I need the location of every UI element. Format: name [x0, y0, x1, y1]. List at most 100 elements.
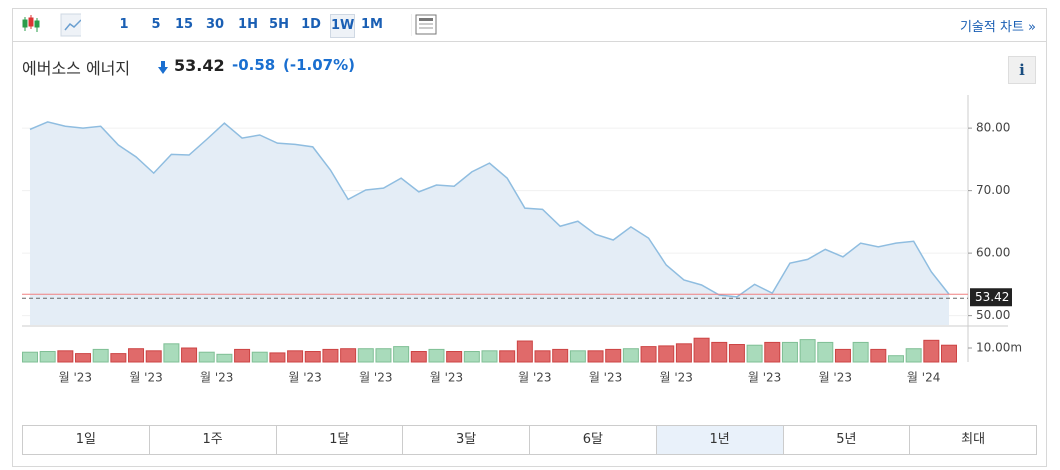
y-tick-label: 50.00	[976, 308, 1010, 322]
chart: 80.0070.0060.0050.0010.00mInvesting.com5…	[22, 95, 1022, 385]
volume-bar	[92, 348, 109, 363]
volume-bar	[322, 348, 339, 363]
interval-button[interactable]: 1	[119, 17, 129, 32]
range-button[interactable]: 1일	[23, 426, 150, 454]
volume-bar	[234, 348, 251, 363]
volume-bar	[145, 350, 162, 363]
range-button[interactable]: 1달	[277, 426, 404, 454]
volume-bar	[357, 348, 374, 363]
price-line	[29, 121, 950, 298]
volume-bar	[569, 350, 586, 363]
y-tick-label: 80.00	[976, 121, 1010, 135]
volume-bar	[905, 348, 922, 363]
volume-bar	[375, 348, 392, 363]
volume-bar	[39, 351, 56, 363]
interval-button[interactable]: 30	[205, 17, 225, 32]
volume-bar	[622, 348, 639, 363]
x-tick-label: 월 '23	[748, 371, 781, 385]
volume-bar	[817, 341, 834, 363]
layout-icon[interactable]	[411, 9, 441, 41]
x-tick-label: 월 '23	[288, 371, 321, 385]
interval-button[interactable]: 1D	[301, 17, 321, 32]
range-button[interactable]: 5년	[784, 426, 911, 454]
volume-bar	[340, 348, 357, 363]
x-tick-label: 월 '23	[200, 371, 233, 385]
interval-button[interactable]: 1M	[361, 17, 383, 32]
volume-bar	[163, 343, 180, 363]
x-tick-label: 월 '23	[59, 371, 92, 385]
info-button[interactable]: i	[1008, 56, 1036, 84]
volume-bar	[428, 348, 445, 363]
volume-bar	[534, 350, 551, 363]
change-percent: (-1.07%)	[283, 56, 355, 74]
volume-bar	[446, 351, 463, 363]
volume-bar	[675, 343, 692, 363]
down-arrow	[158, 61, 168, 74]
volume-bar	[304, 351, 321, 363]
range-button[interactable]: 3달	[403, 426, 530, 454]
x-tick-label: 월 '24	[907, 371, 940, 385]
volume-bar	[587, 350, 604, 363]
change: -0.58	[232, 56, 276, 74]
volume-bar	[251, 351, 268, 363]
range-button[interactable]: 6달	[530, 426, 657, 454]
interval-button[interactable]: 15	[174, 17, 194, 32]
volume-bar	[198, 351, 215, 363]
last-price-label: 53.42	[975, 290, 1009, 304]
x-tick-label: 월 '23	[359, 371, 392, 385]
y-tick-label: 60.00	[976, 246, 1010, 260]
volume-bar	[781, 341, 798, 363]
volume-bar	[887, 355, 904, 363]
interval-button[interactable]: 5H	[269, 17, 289, 32]
volume-bar	[834, 348, 851, 363]
volume-bar	[870, 348, 887, 363]
volume-bar	[110, 353, 127, 363]
volume-bar	[463, 351, 480, 363]
volume-bar	[269, 352, 286, 363]
volume-tick-label: 10.00m	[976, 341, 1022, 355]
volume-bar	[216, 353, 233, 363]
volume-bar	[181, 347, 198, 363]
volume-bar	[287, 350, 304, 363]
x-tick-label: 월 '23	[660, 371, 693, 385]
volume-bar	[552, 348, 569, 363]
range-button[interactable]: 1주	[150, 426, 277, 454]
x-tick-label: 월 '23	[518, 371, 551, 385]
range-button[interactable]: 최대	[961, 432, 986, 447]
volume-bar	[57, 350, 74, 363]
range-buttons: 1일 1주 1달 3달 6달 1년 5년 최대	[22, 425, 1037, 455]
interval-button[interactable]: 1W	[330, 14, 356, 38]
instrument-name: 에버소스 에너지	[22, 59, 131, 78]
toolbar: 1 5 15 30 1H 5H 1D 1W 1M 기술적 차트 »	[13, 9, 1046, 42]
volume-bar	[923, 339, 940, 363]
chart-type-icons[interactable]	[21, 9, 81, 41]
widget: 1 5 15 30 1H 5H 1D 1W 1M 기술적 차트 » 에버소스 에너지 53.42…	[12, 8, 1047, 467]
x-tick-label: 월 '23	[129, 371, 162, 385]
volume-bar	[941, 344, 957, 363]
volume-bar	[516, 340, 533, 363]
range-button[interactable]: 1년	[656, 426, 784, 454]
volume-bar	[640, 346, 657, 363]
volume-bar	[693, 337, 710, 363]
y-tick-label: 70.00	[976, 183, 1010, 197]
volume-bar	[499, 350, 516, 363]
tech-chart-link[interactable]: 기술적 차트 »	[959, 20, 1036, 35]
price: 53.42	[174, 56, 225, 75]
interval-button[interactable]: 5	[151, 17, 161, 32]
volume-bar	[605, 348, 622, 363]
volume-bar	[410, 351, 427, 363]
volume-bar	[393, 346, 410, 363]
interval-button[interactable]: 1H	[238, 17, 258, 32]
volume-bar	[481, 350, 498, 363]
volume-bar	[764, 341, 781, 363]
volume-bar	[728, 344, 745, 363]
volume-bar	[75, 353, 92, 363]
volume-bar	[852, 341, 869, 363]
volume-bar	[128, 348, 145, 363]
volume-bar	[658, 345, 675, 363]
volume-bar	[799, 339, 816, 363]
price-area	[30, 121, 949, 325]
x-tick-label: 월 '23	[819, 371, 852, 385]
volume-bar	[746, 344, 763, 363]
x-tick-label: 월 '23	[589, 371, 622, 385]
